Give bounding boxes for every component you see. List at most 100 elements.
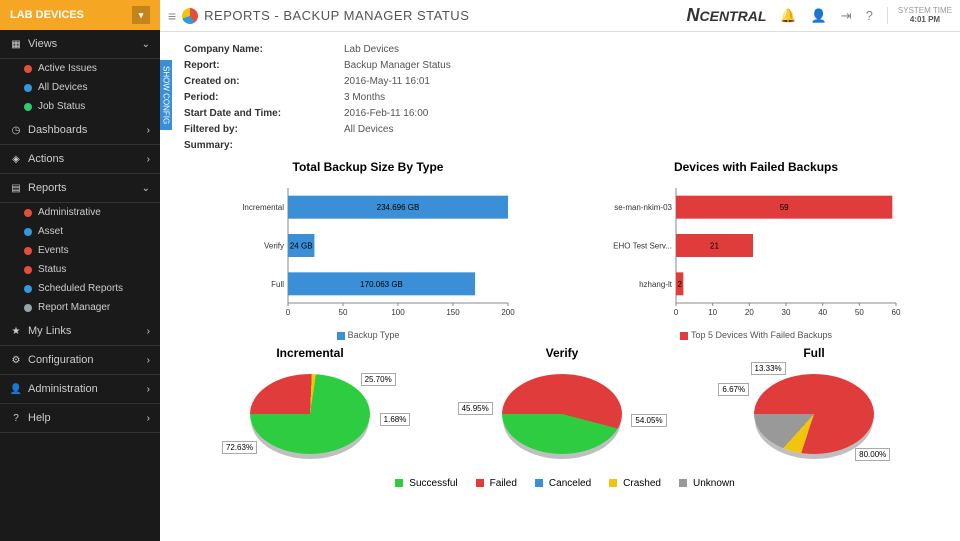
meta-key: Summary: bbox=[184, 138, 344, 154]
dot-icon bbox=[24, 304, 32, 312]
item-label: Events bbox=[38, 245, 69, 256]
chevron-right-icon: › bbox=[147, 154, 150, 165]
pie-title: Verify bbox=[487, 346, 637, 360]
item-label: Asset bbox=[38, 226, 63, 237]
legend-swatch bbox=[337, 332, 345, 340]
meta-val: 2016-Feb-11 16:00 bbox=[344, 106, 428, 122]
help-label: Help bbox=[28, 412, 51, 424]
chart-title: Total Backup Size By Type bbox=[184, 160, 552, 174]
meta-key: Filtered by: bbox=[184, 122, 344, 138]
report-meta: Company Name:Lab Devices Report:Backup M… bbox=[184, 42, 940, 154]
chart-title: Devices with Failed Backups bbox=[572, 160, 940, 174]
dot-icon bbox=[24, 209, 32, 217]
chevron-right-icon: › bbox=[147, 355, 150, 366]
legend-label: Top 5 Devices With Failed Backups bbox=[691, 330, 832, 340]
svg-text:30: 30 bbox=[782, 308, 791, 317]
pie-title: Incremental bbox=[235, 346, 385, 360]
pie-title: Full bbox=[739, 346, 889, 360]
gear-icon: ⚙ bbox=[10, 354, 22, 366]
sidebar-item-events[interactable]: Events bbox=[0, 241, 160, 260]
show-config-tab[interactable]: SHOW CONFIG bbox=[160, 60, 172, 130]
sidebar-section-actions[interactable]: ◈ Actions › bbox=[0, 145, 160, 174]
svg-text:Incremental: Incremental bbox=[242, 203, 284, 212]
meta-val: Lab Devices bbox=[344, 42, 399, 58]
help-icon: ? bbox=[10, 412, 22, 424]
dot-icon bbox=[24, 285, 32, 293]
main-panel: ≡ REPORTS - BACKUP MANAGER STATUS NCENTR… bbox=[160, 0, 960, 541]
sidebar-section-dashboards[interactable]: ◷ Dashboards › bbox=[0, 116, 160, 145]
hamburger-icon[interactable]: ≡ bbox=[168, 8, 176, 24]
legend-label: Backup Type bbox=[348, 330, 400, 340]
item-label: Report Manager bbox=[38, 302, 110, 313]
report-content: Company Name:Lab Devices Report:Backup M… bbox=[160, 32, 960, 541]
dot-icon bbox=[24, 247, 32, 255]
dot-icon bbox=[24, 266, 32, 274]
brand-logo: NCENTRAL bbox=[687, 5, 767, 26]
status-legend: SuccessfulFailedCanceledCrashedUnknown bbox=[184, 478, 940, 489]
svg-text:10: 10 bbox=[708, 308, 717, 317]
sidebar-item-administrative[interactable]: Administrative bbox=[0, 203, 160, 222]
svg-text:Full: Full bbox=[271, 280, 284, 289]
pie-verify: Verify 54.05%45.95% bbox=[487, 346, 637, 472]
user-icon: 👤 bbox=[10, 383, 22, 395]
grid-icon: ▦ bbox=[10, 38, 22, 50]
svg-text:24 GB: 24 GB bbox=[290, 242, 313, 251]
sidebar: LAB DEVICES ▾ ▦Views ⌄ Active Issues All… bbox=[0, 0, 160, 541]
svg-text:234.696 GB: 234.696 GB bbox=[377, 203, 420, 212]
help-icon[interactable]: ? bbox=[866, 8, 873, 23]
meta-key: Period: bbox=[184, 90, 344, 106]
dashboards-label: Dashboards bbox=[28, 124, 87, 136]
sidebar-section-help[interactable]: ?Help › bbox=[0, 404, 160, 433]
actions-label: Actions bbox=[28, 153, 64, 165]
mylinks-label: My Links bbox=[28, 325, 71, 337]
sidebar-section-configuration[interactable]: ⚙Configuration › bbox=[0, 346, 160, 375]
meta-val: Backup Manager Status bbox=[344, 58, 451, 74]
meta-key: Created on: bbox=[184, 74, 344, 90]
sidebar-item-scheduled-reports[interactable]: Scheduled Reports bbox=[0, 279, 160, 298]
sidebar-item-status[interactable]: Status bbox=[0, 260, 160, 279]
system-time-value: 4:01 PM bbox=[898, 16, 952, 25]
report-logo-icon bbox=[182, 8, 198, 24]
svg-text:170.063 GB: 170.063 GB bbox=[360, 280, 403, 289]
sidebar-section-views[interactable]: ▦Views ⌄ bbox=[0, 30, 160, 59]
logout-icon[interactable]: ⇥ bbox=[841, 8, 852, 24]
user-icon[interactable]: 👤 bbox=[811, 8, 827, 24]
sidebar-item-all-devices[interactable]: All Devices bbox=[0, 78, 160, 97]
pie-chart: 54.05%45.95% bbox=[487, 362, 637, 472]
svg-text:100: 100 bbox=[391, 308, 405, 317]
sidebar-section-reports[interactable]: ▤Reports ⌄ bbox=[0, 174, 160, 203]
meta-val: 2016-May-11 16:01 bbox=[344, 74, 430, 90]
meta-key: Company Name: bbox=[184, 42, 344, 58]
sidebar-header: LAB DEVICES ▾ bbox=[0, 0, 160, 30]
meta-val: All Devices bbox=[344, 122, 393, 138]
sidebar-item-report-manager[interactable]: Report Manager bbox=[0, 298, 160, 317]
topbar: ≡ REPORTS - BACKUP MANAGER STATUS NCENTR… bbox=[160, 0, 960, 32]
meta-key: Report: bbox=[184, 58, 344, 74]
chevron-right-icon: › bbox=[147, 125, 150, 136]
sidebar-item-job-status[interactable]: Job Status bbox=[0, 97, 160, 116]
svg-text:200: 200 bbox=[501, 308, 515, 317]
administration-label: Administration bbox=[28, 383, 98, 395]
svg-text:40: 40 bbox=[818, 308, 827, 317]
item-label: Job Status bbox=[38, 101, 85, 112]
sidebar-section-mylinks[interactable]: ★My Links › bbox=[0, 317, 160, 346]
sidebar-section-administration[interactable]: 👤 Administration › bbox=[0, 375, 160, 404]
system-time: SYSTEM TIME 4:01 PM bbox=[887, 7, 952, 25]
item-label: Active Issues bbox=[38, 63, 97, 74]
bell-icon[interactable]: 🔔 bbox=[780, 8, 796, 24]
meta-val: 3 Months bbox=[344, 90, 385, 106]
chevron-right-icon: › bbox=[147, 384, 150, 395]
item-label: Administrative bbox=[38, 207, 101, 218]
page-title: REPORTS - BACKUP MANAGER STATUS bbox=[204, 8, 469, 23]
chevron-down-icon: ⌄ bbox=[142, 183, 150, 194]
sidebar-item-asset[interactable]: Asset bbox=[0, 222, 160, 241]
sidebar-item-active-issues[interactable]: Active Issues bbox=[0, 59, 160, 78]
target-icon: ◈ bbox=[10, 153, 22, 165]
svg-text:EHO Test Serv...: EHO Test Serv... bbox=[613, 242, 672, 251]
sidebar-dropdown-button[interactable]: ▾ bbox=[132, 6, 150, 24]
gauge-icon: ◷ bbox=[10, 124, 22, 136]
svg-text:2: 2 bbox=[677, 280, 682, 289]
svg-text:20: 20 bbox=[745, 308, 754, 317]
chevron-right-icon: › bbox=[147, 326, 150, 337]
svg-text:50: 50 bbox=[855, 308, 864, 317]
